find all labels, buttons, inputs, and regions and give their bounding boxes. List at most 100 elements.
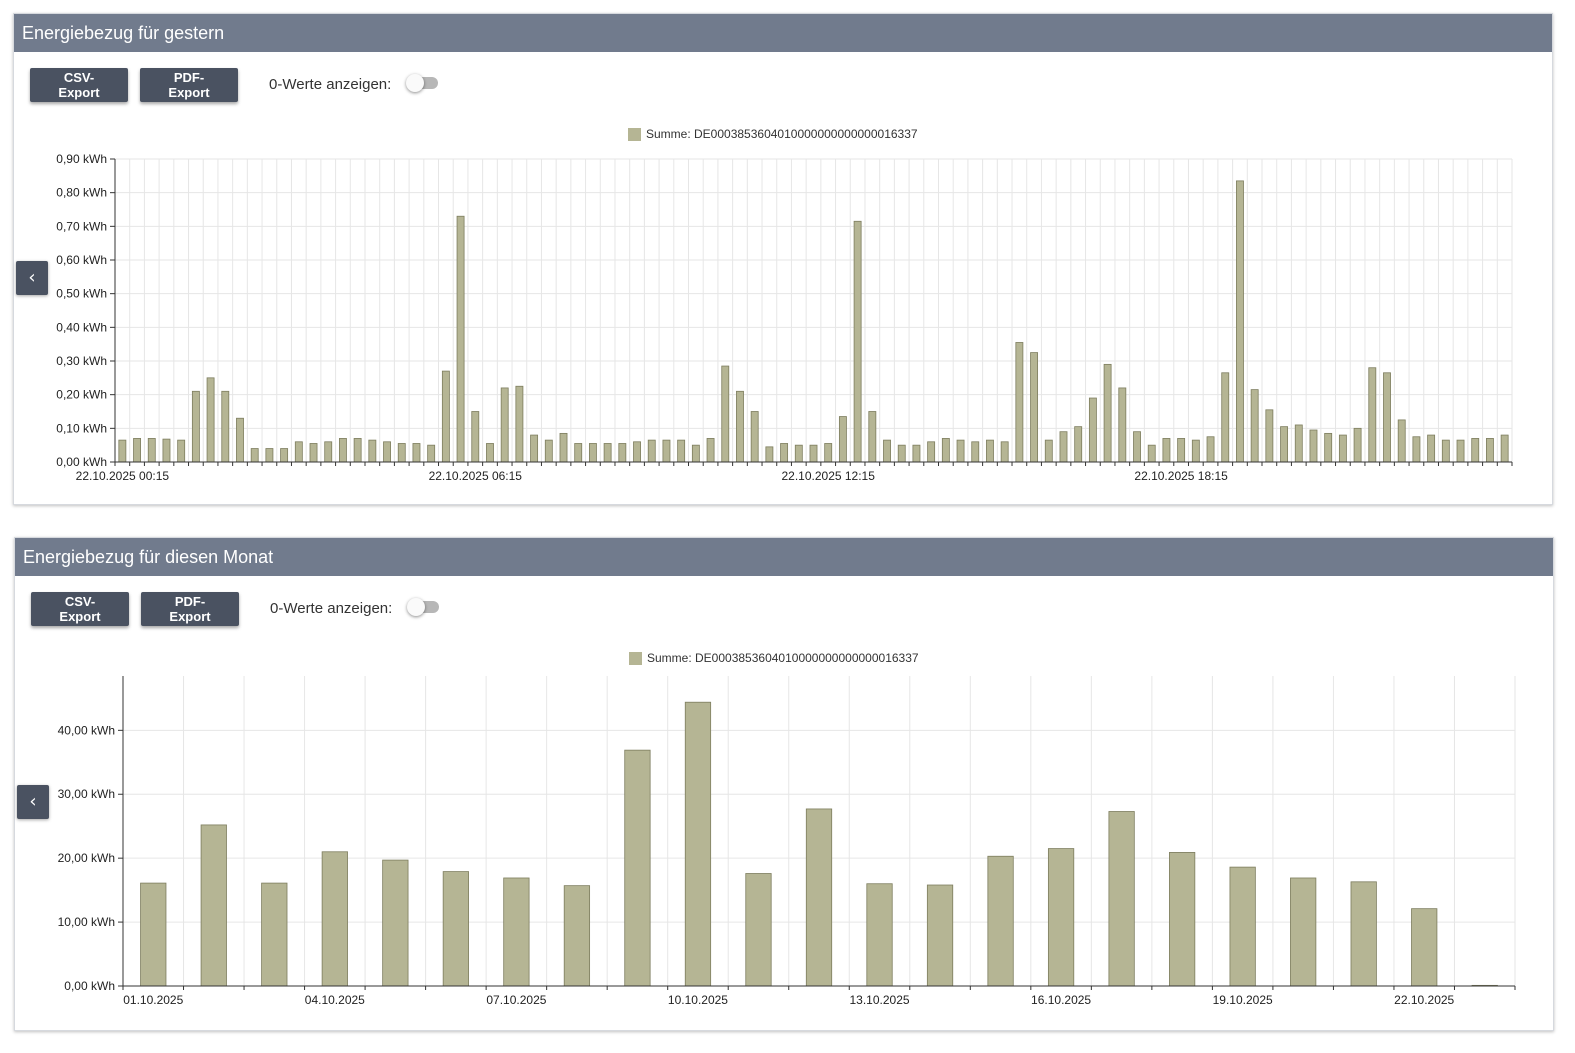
- bar: [162, 438, 171, 463]
- toolbar: CSV-Export PDF-Export 0-Werte anzeigen:: [14, 52, 1552, 112]
- bar: [971, 441, 980, 463]
- bar: [177, 439, 186, 463]
- bar: [838, 416, 847, 463]
- bar: [530, 434, 539, 463]
- bar: [486, 443, 494, 463]
- bar: [677, 439, 686, 463]
- bar: [1397, 419, 1406, 463]
- bar: [563, 885, 591, 987]
- legend-swatch: [628, 128, 641, 141]
- bar: [780, 443, 789, 463]
- chevron-left-icon: ‹: [29, 791, 37, 812]
- bar: [1118, 387, 1127, 463]
- y-tick-label: 0,10 kWh: [56, 421, 107, 435]
- bar: [956, 439, 965, 463]
- bar: [441, 370, 450, 463]
- y-tick-label: 0,60 kWh: [56, 253, 107, 267]
- x-tick-label: 22.10.2025: [1394, 993, 1454, 1007]
- csv-export-button[interactable]: CSV-Export: [30, 68, 128, 102]
- bar: [265, 448, 274, 463]
- bar: [1411, 908, 1438, 987]
- bar: [866, 883, 893, 987]
- bar: [684, 701, 712, 987]
- bar: [706, 438, 715, 463]
- bar: [588, 443, 597, 463]
- x-tick-label: 22.10.2025 12:15: [781, 469, 875, 483]
- zero-values-label: 0-Werte anzeigen:: [269, 76, 392, 93]
- bar: [1456, 439, 1465, 463]
- bar: [191, 390, 200, 463]
- bar: [544, 439, 553, 463]
- y-tick-label: 0,00 kWh: [64, 979, 115, 993]
- bar: [1103, 363, 1112, 463]
- bar: [1486, 438, 1494, 463]
- bar: [647, 439, 656, 463]
- bar: [1290, 877, 1317, 987]
- bar: [1350, 881, 1377, 987]
- previous-period-button[interactable]: ‹: [16, 261, 48, 295]
- bar: [236, 417, 244, 463]
- bar: [1074, 426, 1083, 463]
- bar: [1383, 372, 1391, 463]
- chart-yesterday: 0,00 kWh 0,10 kWh 0,20 kWh 0,30 kWh 0,40 kWh…: [56, 127, 1513, 483]
- y-tick-label: 0,50 kWh: [56, 287, 107, 301]
- bar: [745, 873, 772, 987]
- bar: [986, 439, 994, 463]
- bar: [500, 387, 509, 463]
- bar: [471, 411, 480, 463]
- x-tick-label: 22.10.2025 00:15: [76, 469, 170, 483]
- bar: [368, 439, 377, 463]
- bar: [1229, 866, 1256, 987]
- bar: [442, 871, 469, 987]
- bar: [721, 365, 730, 463]
- bar: [1169, 852, 1196, 987]
- bar: [1236, 180, 1244, 463]
- bar: [1441, 439, 1450, 463]
- bar: [1059, 431, 1068, 463]
- bar: [853, 220, 862, 463]
- bar: [765, 446, 774, 463]
- bar: [118, 439, 127, 463]
- x-tick-label: 13.10.2025: [849, 993, 909, 1007]
- bar: [321, 851, 348, 987]
- bar: [736, 390, 744, 463]
- bar: [1280, 426, 1288, 463]
- bar: [1030, 352, 1039, 463]
- y-tick-label: 0,80 kWh: [56, 186, 107, 200]
- bar: [140, 882, 167, 987]
- previous-period-button[interactable]: ‹: [17, 785, 49, 819]
- y-tick-label: 0,20 kWh: [56, 388, 107, 402]
- bar: [633, 441, 641, 463]
- toggle-knob: [407, 598, 425, 616]
- bar: [824, 443, 833, 463]
- bar: [1500, 434, 1509, 463]
- bar: [1047, 848, 1075, 987]
- zero-values-label: 0-Werte anzeigen:: [270, 600, 393, 617]
- bar: [1309, 429, 1318, 463]
- bar: [515, 385, 524, 463]
- y-tick-label: 0,90 kWh: [56, 152, 107, 166]
- bar: [1221, 372, 1230, 463]
- bar: [1000, 441, 1009, 463]
- bar: [926, 884, 954, 987]
- csv-export-button[interactable]: CSV-Export: [31, 592, 129, 626]
- bar: [794, 444, 803, 463]
- bar: [1412, 436, 1421, 463]
- bar: [559, 432, 568, 463]
- zero-values-toggle[interactable]: [407, 598, 441, 616]
- pdf-export-button[interactable]: PDF-Export: [140, 68, 238, 102]
- x-tick-label: 22.10.2025 18:15: [1134, 469, 1228, 483]
- chart-this-month: 0,00 kWh 10,00 kWh 20,00 kWh 30,00 kWh 40,00…: [58, 651, 1516, 1007]
- pdf-export-button[interactable]: PDF-Export: [141, 592, 239, 626]
- bar: [324, 441, 333, 463]
- zero-values-toggle[interactable]: [406, 74, 440, 92]
- bar: [1368, 367, 1377, 463]
- bar: [397, 443, 406, 463]
- bar: [603, 443, 612, 463]
- bar: [1353, 427, 1362, 463]
- bar: [1133, 431, 1141, 463]
- x-tick-label: 19.10.2025: [1213, 993, 1273, 1007]
- bar: [897, 444, 906, 463]
- y-tick-label: 30,00 kWh: [58, 787, 115, 801]
- y-tick-label: 0,00 kWh: [56, 455, 107, 469]
